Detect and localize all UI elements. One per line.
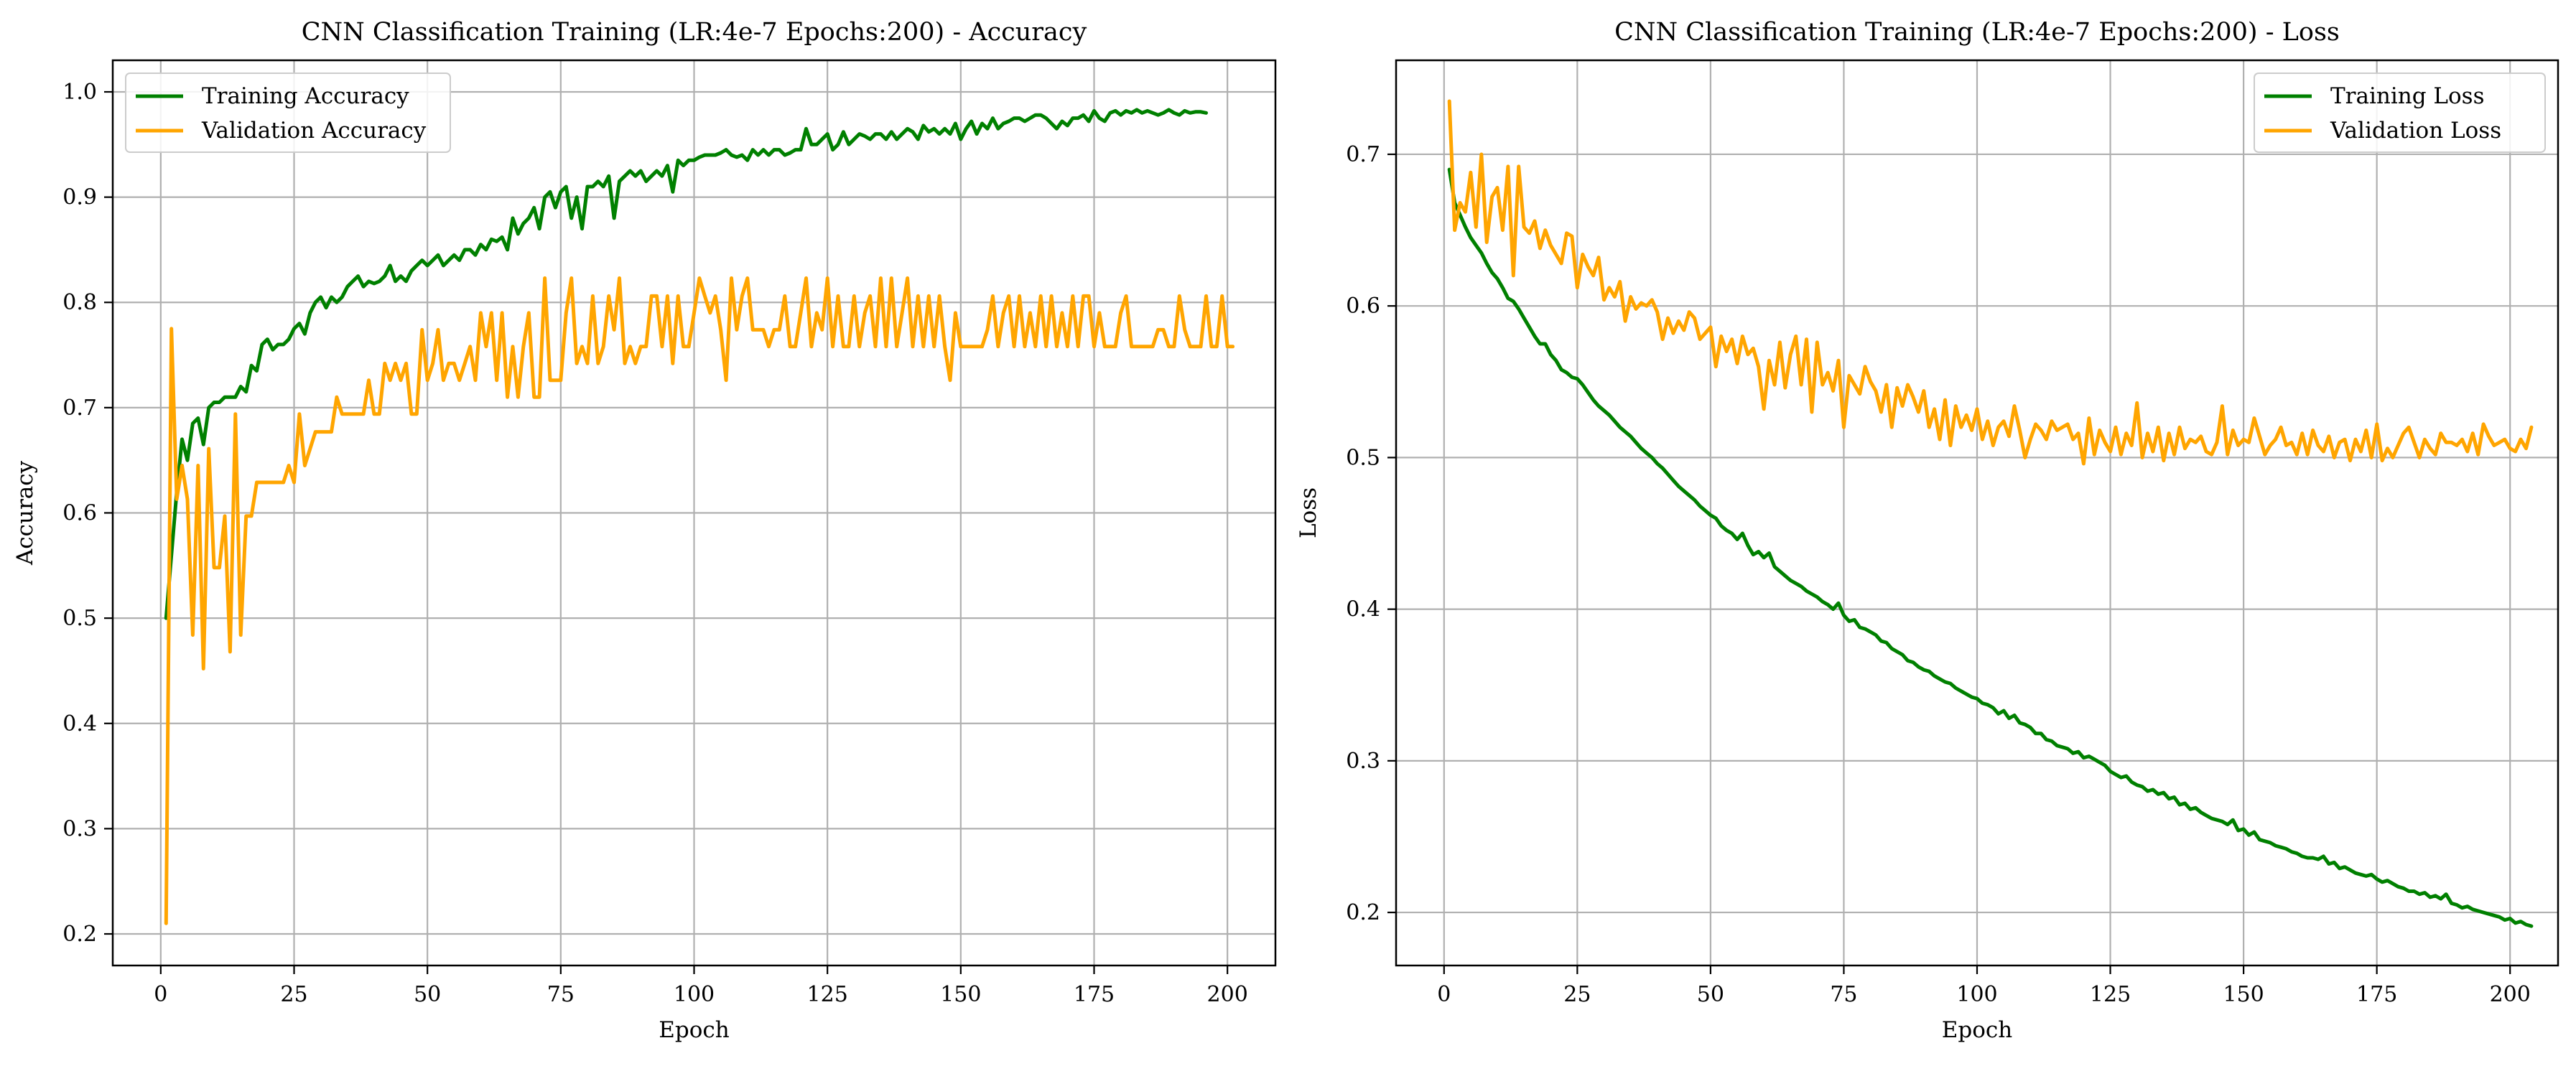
loss-x-tick-label-125: 125 (2090, 982, 2131, 1007)
accuracy-x-tick-label-50: 50 (414, 982, 441, 1007)
accuracy-chart-title: CNN Classification Training (LR:4e-7 Epo… (302, 18, 1087, 47)
loss-y-tick-label-0.2: 0.2 (1346, 900, 1380, 925)
accuracy-y-tick-label-0.9: 0.9 (62, 185, 97, 210)
loss-y-tick-label-0.6: 0.6 (1346, 294, 1380, 319)
accuracy-y-tick-label-0.7: 0.7 (62, 396, 97, 421)
accuracy-x-tick-label-125: 125 (807, 982, 848, 1007)
loss-legend-validation-label: Validation Loss (2330, 118, 2501, 144)
accuracy-x-tick-label-75: 75 (547, 982, 575, 1007)
accuracy-y-axis-label: Accuracy (12, 460, 38, 566)
accuracy-x-axis-label: Epoch (659, 1017, 729, 1043)
accuracy-y-tick-label-0.4: 0.4 (62, 711, 97, 737)
accuracy-series-training-line (164, 108, 1208, 620)
loss-y-tick-label-0.7: 0.7 (1346, 142, 1380, 167)
accuracy-y-tick-label-1: 1.0 (62, 80, 97, 105)
accuracy-y-tick-label-0.3: 0.3 (62, 816, 97, 841)
loss-x-tick-label-175: 175 (2356, 982, 2397, 1007)
accuracy-series-group (164, 108, 1235, 925)
loss-grid (1396, 60, 2558, 966)
accuracy-grid (113, 60, 1275, 966)
accuracy-x-tick-label-25: 25 (280, 982, 307, 1007)
loss-ticks: 0 25 50 75 100 125 150 175 200 0.2 0.3 0.4 0.5 0.6 0.7 (1346, 142, 2531, 1007)
accuracy-y-tick-label-0.8: 0.8 (62, 290, 97, 315)
accuracy-x-tick-label-150: 150 (940, 982, 981, 1007)
loss-x-tick-label-75: 75 (1830, 982, 1857, 1007)
accuracy-ticks: 0 25 50 75 100 125 150 175 200 0.2 0.3 0.4 0.5 0.6 0.7… (62, 80, 1248, 1007)
accuracy-y-tick-label-0.5: 0.5 (62, 606, 97, 631)
loss-x-axis-label: Epoch (1942, 1017, 2012, 1043)
loss-series-training-line (1447, 167, 2534, 928)
accuracy-chart: CNN Classification Training (LR:4e-7 Epo… (12, 18, 1277, 1043)
loss-legend-training-label: Training Loss (2330, 83, 2485, 109)
loss-y-axis-label: Loss (1296, 487, 1321, 538)
accuracy-x-tick-label-175: 175 (1074, 982, 1115, 1007)
accuracy-legend: Training Accuracy Validation Accuracy (125, 73, 451, 153)
loss-x-tick-label-200: 200 (2490, 982, 2531, 1007)
loss-y-tick-label-0.3: 0.3 (1346, 749, 1380, 774)
loss-chart-title: CNN Classification Training (LR:4e-7 Epo… (1614, 18, 2340, 47)
loss-x-tick-label-100: 100 (1956, 982, 1997, 1007)
loss-x-tick-label-25: 25 (1563, 982, 1591, 1007)
loss-y-tick-label-0.4: 0.4 (1346, 597, 1380, 622)
loss-legend: Training Loss Validation Loss (2254, 73, 2546, 153)
accuracy-legend-box (125, 73, 451, 153)
accuracy-y-tick-label-0.2: 0.2 (62, 922, 97, 947)
accuracy-x-tick-label-200: 200 (1207, 982, 1248, 1007)
accuracy-series-validation-line (164, 276, 1235, 925)
accuracy-x-tick-label-100: 100 (674, 982, 715, 1007)
loss-series-group (1447, 99, 2534, 928)
accuracy-y-tick-label-0.6: 0.6 (62, 501, 97, 526)
accuracy-legend-training-label: Training Accuracy (202, 83, 409, 109)
loss-legend-box (2254, 73, 2546, 153)
loss-series-validation-line (1447, 99, 2534, 466)
accuracy-x-tick-label-0: 0 (154, 982, 167, 1007)
accuracy-legend-validation-label: Validation Accuracy (201, 118, 427, 144)
loss-x-tick-label-0: 0 (1437, 982, 1451, 1007)
loss-x-tick-label-50: 50 (1697, 982, 1724, 1007)
loss-x-tick-label-150: 150 (2223, 982, 2264, 1007)
loss-y-tick-label-0.5: 0.5 (1346, 445, 1380, 470)
loss-chart: CNN Classification Training (LR:4e-7 Epo… (1296, 18, 2559, 1043)
